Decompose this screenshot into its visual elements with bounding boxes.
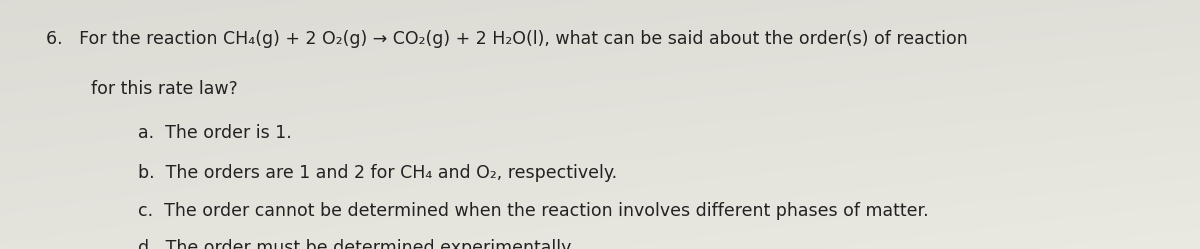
Text: b.  The orders are 1 and 2 for CH₄ and O₂, respectively.: b. The orders are 1 and 2 for CH₄ and O₂… [138,164,617,182]
Text: a.  The order is 1.: a. The order is 1. [138,124,292,142]
Text: for this rate law?: for this rate law? [91,80,238,98]
Text: d.  The order must be determined experimentally.: d. The order must be determined experime… [138,239,575,249]
Text: c.  The order cannot be determined when the reaction involves different phases o: c. The order cannot be determined when t… [138,202,929,220]
Text: 6.   For the reaction CH₄(g) + 2 O₂(g) → CO₂(g) + 2 H₂O(l), what can be said abo: 6. For the reaction CH₄(g) + 2 O₂(g) → C… [46,30,967,48]
